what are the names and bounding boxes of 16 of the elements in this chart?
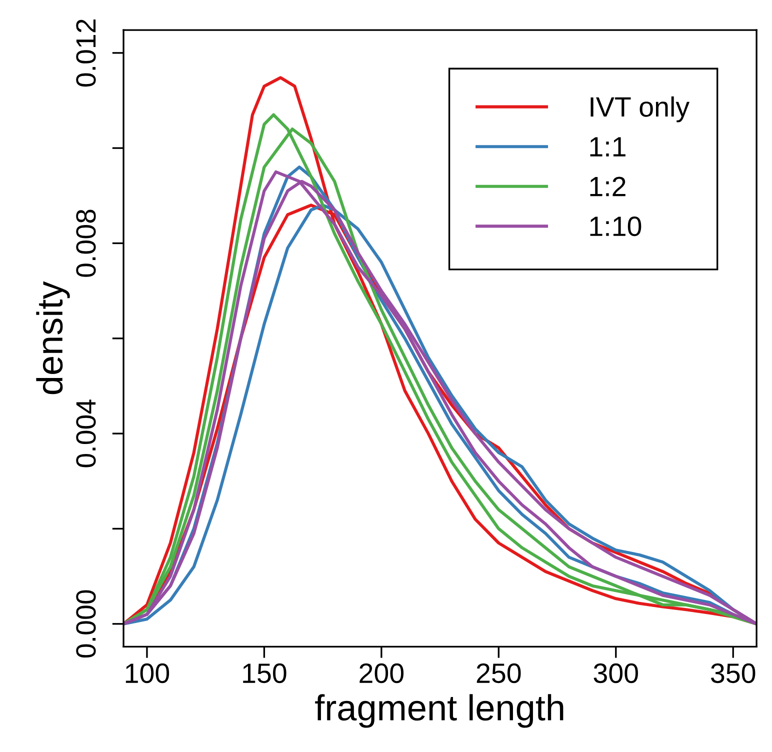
- y-tick-label: 0.000: [76, 590, 96, 658]
- y-axis-title: density: [36, 281, 70, 394]
- x-tick-label: 350: [711, 663, 756, 684]
- legend-label: 1:2: [590, 176, 626, 196]
- legend-label: IVT only: [590, 96, 690, 122]
- x-tick-label: 300: [594, 663, 638, 684]
- x-tick-label: 100: [126, 663, 170, 684]
- x-axis-title: fragment length: [315, 694, 564, 728]
- y-tick-label: 0.012: [76, 20, 96, 87]
- x-tick-label: 200: [360, 663, 404, 684]
- legend-label: 1:1: [590, 137, 626, 156]
- x-tick-label: 250: [476, 663, 521, 684]
- x-tick-label: 150: [243, 663, 286, 684]
- y-tick-label: 0.004: [76, 400, 96, 468]
- y-tick-label: 0.008: [76, 210, 96, 277]
- legend-label: 1:10: [590, 216, 642, 236]
